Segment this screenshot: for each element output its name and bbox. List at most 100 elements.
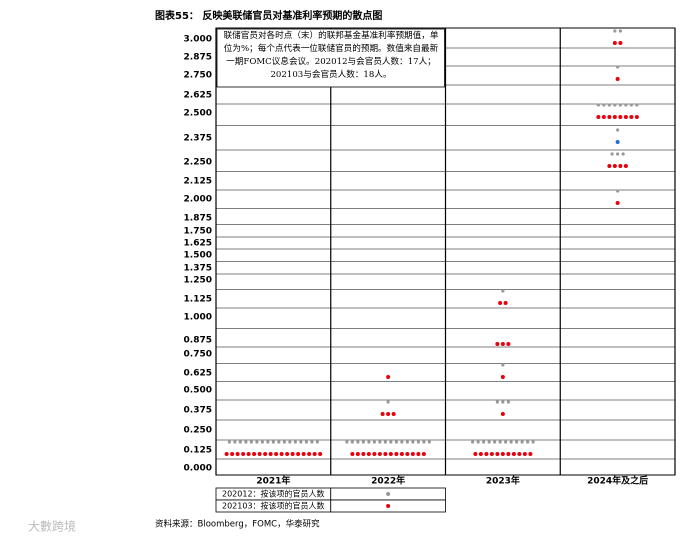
dot — [274, 452, 279, 456]
dot — [230, 452, 235, 456]
dot — [252, 452, 257, 456]
dot-group — [501, 289, 505, 293]
dot — [400, 440, 404, 444]
dot-group — [615, 77, 620, 81]
dot — [293, 440, 297, 444]
y-tick-label: 1.000 — [184, 313, 212, 323]
dot — [388, 452, 393, 456]
dot — [268, 452, 273, 456]
dot — [257, 452, 262, 456]
dot — [487, 440, 491, 444]
dot — [616, 189, 620, 193]
dot — [500, 375, 505, 379]
dot — [312, 452, 317, 456]
dot — [301, 452, 306, 456]
y-tick-label: 2.875 — [184, 53, 212, 63]
dot — [299, 440, 303, 444]
dot — [416, 452, 421, 456]
annotation: 联储官员对各时点（末）的联邦基金基准利率预期值，单位为%；每个点代表一位联储官员… — [223, 31, 439, 80]
dot — [238, 440, 242, 444]
dot — [612, 164, 617, 168]
dot — [498, 440, 502, 444]
y-tick-label: 1.875 — [184, 214, 212, 224]
y-tick-label: 2.250 — [184, 158, 212, 168]
y-tick-label: 2.000 — [184, 195, 212, 205]
source: 资料来源：Bloomberg，FOMC，华泰研究 — [155, 519, 320, 530]
dot — [484, 452, 489, 456]
dot — [233, 440, 237, 444]
dot — [615, 201, 620, 205]
dot — [613, 103, 617, 107]
dot — [520, 440, 524, 444]
dot — [618, 115, 623, 119]
dot — [602, 103, 606, 107]
dot — [235, 452, 240, 456]
x-tick-label: 2023年 — [486, 475, 520, 487]
dot — [241, 452, 246, 456]
dot — [498, 301, 503, 305]
dot — [596, 103, 600, 107]
watermark: 大數跨境 — [28, 519, 76, 534]
dot — [506, 452, 511, 456]
y-tick-label: 2.750 — [184, 71, 212, 81]
dot-group — [612, 41, 623, 45]
dot — [405, 452, 410, 456]
dot — [266, 440, 270, 444]
dot — [367, 440, 371, 444]
dot-group — [616, 128, 620, 132]
dot — [471, 440, 475, 444]
dot — [495, 342, 500, 346]
dot-group — [613, 29, 622, 33]
dot — [615, 77, 620, 81]
dot — [515, 440, 519, 444]
dot — [366, 452, 371, 456]
y-tick-label: 2.625 — [184, 91, 212, 101]
dot-group — [616, 189, 620, 193]
dot — [618, 41, 623, 45]
dot — [394, 440, 398, 444]
dot — [473, 452, 478, 456]
dot — [249, 440, 253, 444]
y-tick-label: 1.500 — [184, 251, 212, 261]
dot — [389, 440, 393, 444]
dot-group — [610, 152, 625, 156]
dot — [411, 440, 415, 444]
dot — [506, 342, 511, 346]
dot — [345, 440, 349, 444]
y-tick-label: 1.625 — [184, 239, 212, 249]
dot — [377, 452, 382, 456]
dot — [478, 452, 483, 456]
dot — [271, 440, 275, 444]
dot — [495, 452, 500, 456]
dot — [246, 452, 251, 456]
dot — [310, 440, 314, 444]
dot — [410, 452, 415, 456]
dot — [318, 452, 323, 456]
dot — [277, 440, 281, 444]
dot-group — [473, 452, 533, 456]
dot — [227, 440, 231, 444]
dot — [279, 452, 284, 456]
dot — [623, 164, 628, 168]
dot-group — [500, 412, 505, 416]
dot-group — [471, 440, 535, 444]
annotation-box — [216, 28, 445, 88]
dot — [378, 440, 382, 444]
dot — [307, 452, 312, 456]
dot — [350, 440, 354, 444]
dot — [610, 152, 614, 156]
dot — [528, 452, 533, 456]
y-tick-label: 0.250 — [184, 426, 212, 436]
y-tick-label: 0.375 — [184, 406, 212, 416]
x-tick-label: 2021年 — [256, 475, 290, 487]
dot — [290, 452, 295, 456]
dot — [285, 452, 290, 456]
dot — [383, 452, 388, 456]
dot — [616, 128, 620, 132]
dot — [399, 452, 404, 456]
dot — [504, 440, 508, 444]
dot — [500, 412, 505, 416]
dot-group — [386, 400, 390, 404]
dot — [607, 164, 612, 168]
dot — [526, 440, 530, 444]
